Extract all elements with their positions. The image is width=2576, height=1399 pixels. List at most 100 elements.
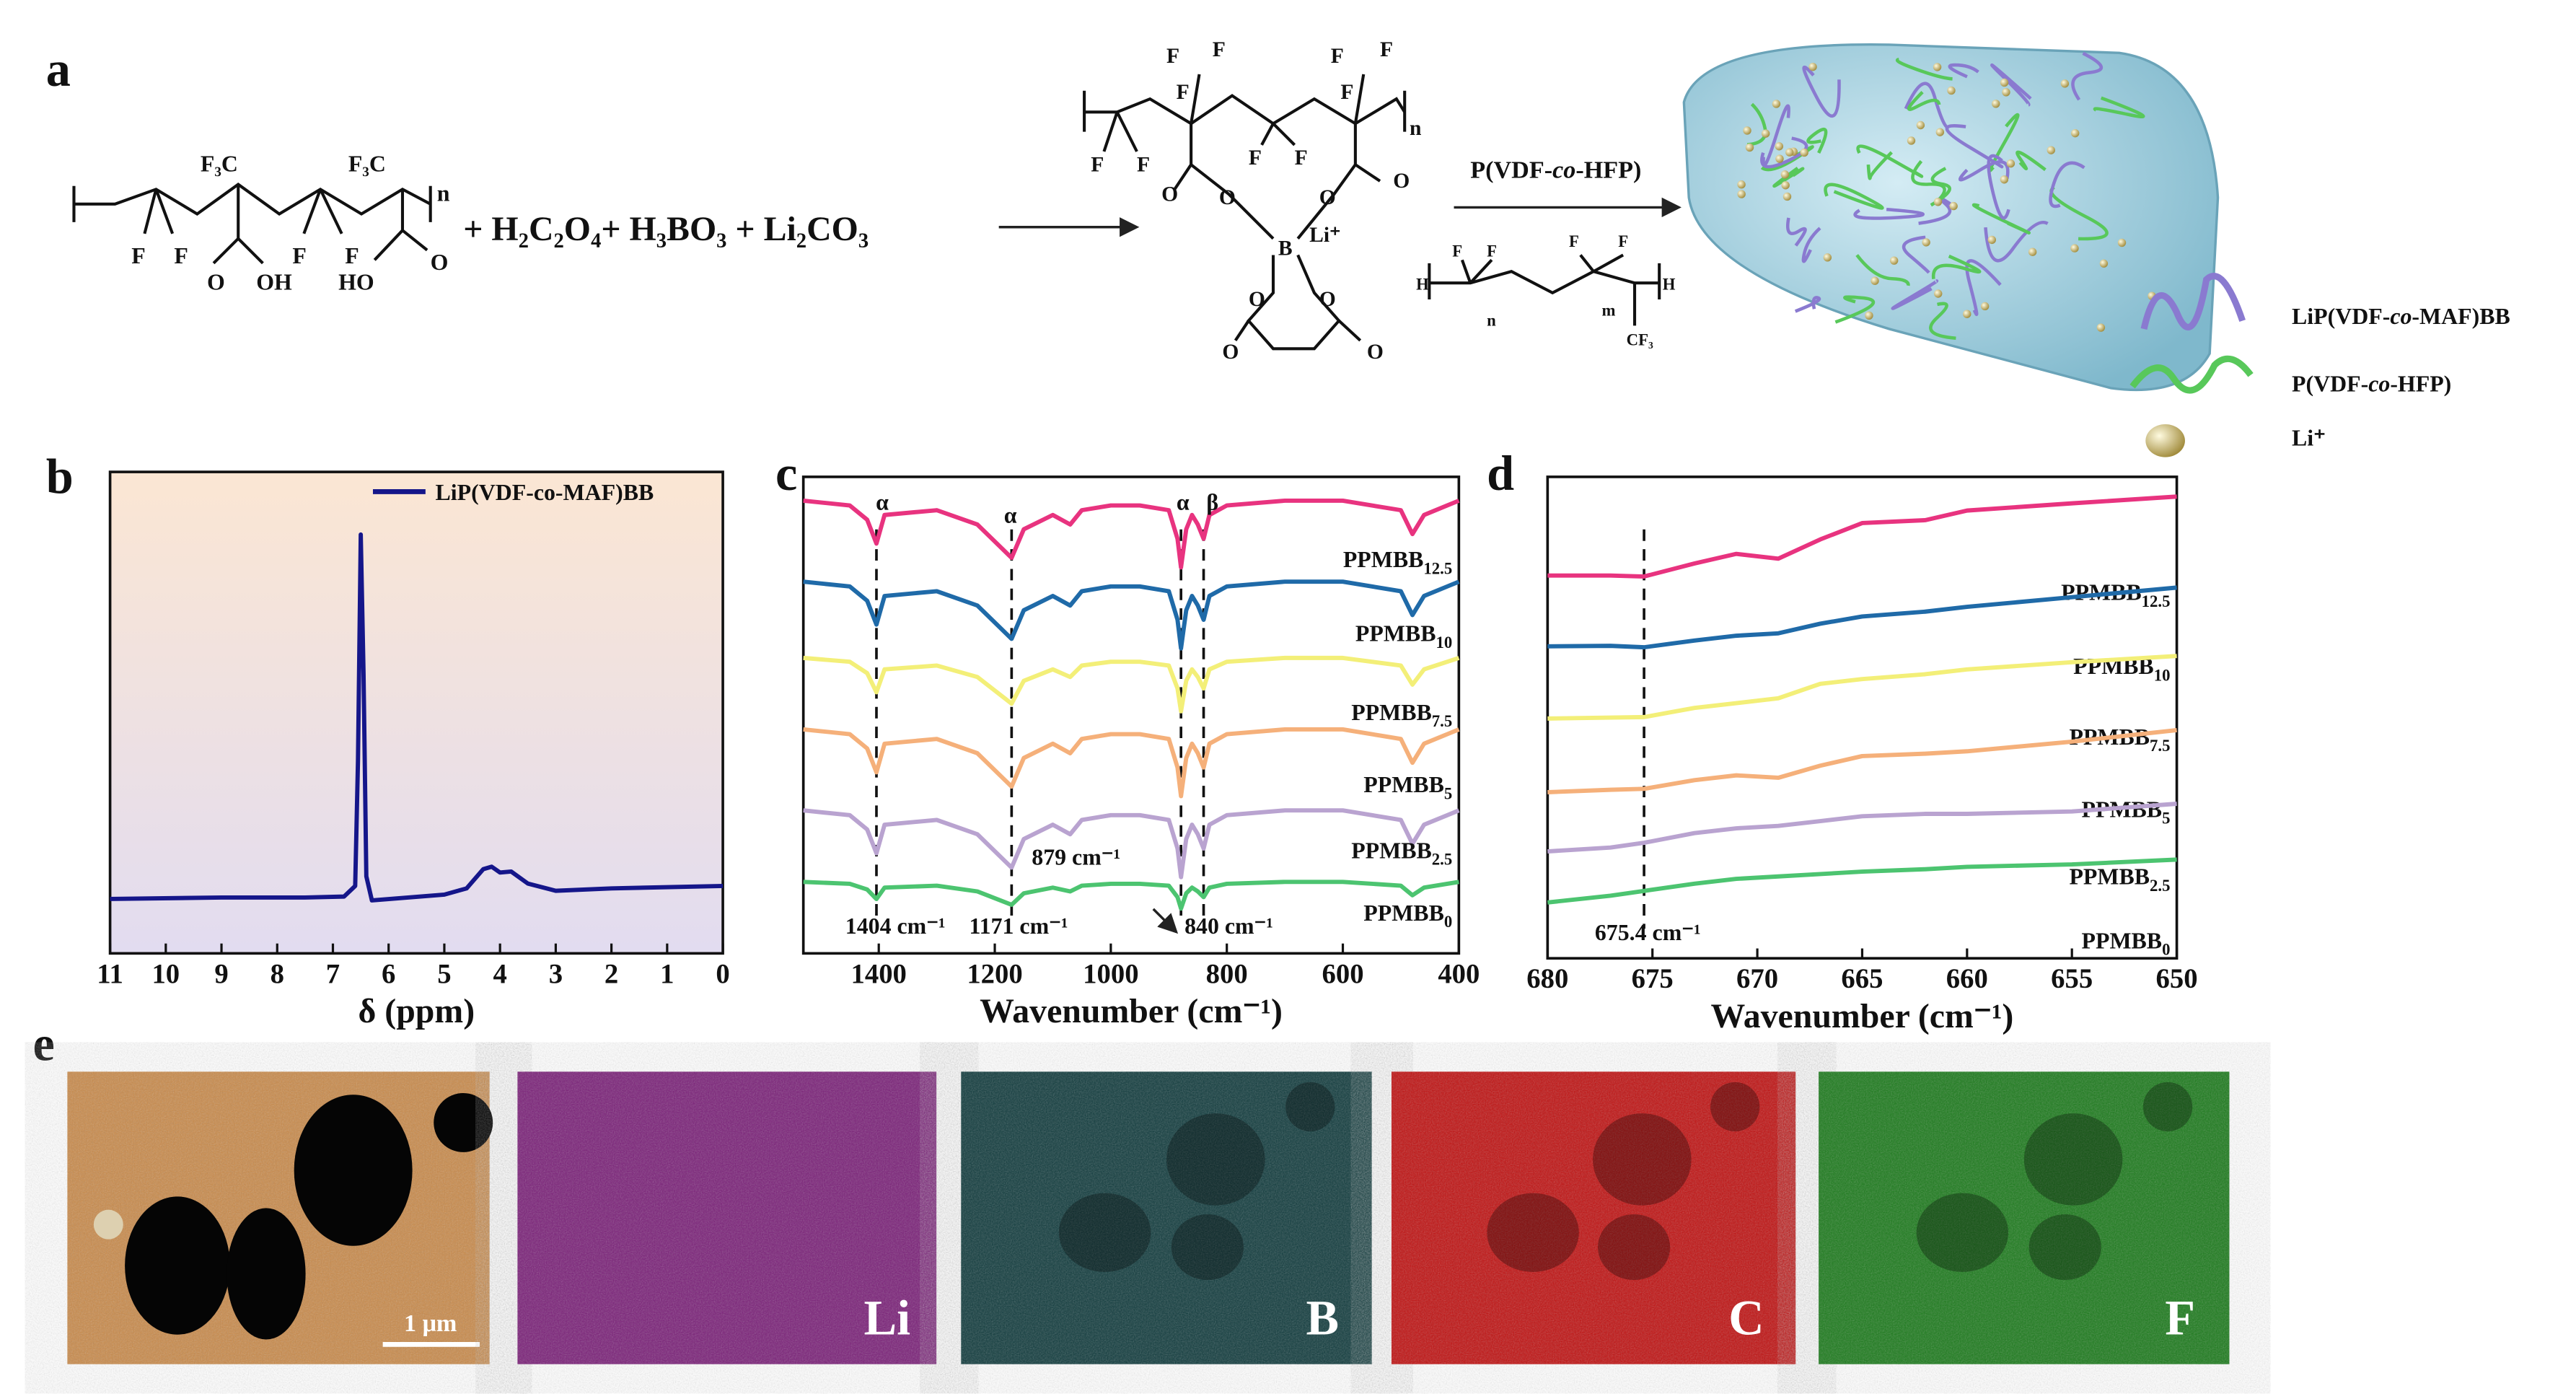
annotation: 1171 cm⁻¹ xyxy=(969,913,1068,939)
x-tick-label: 7 xyxy=(326,959,340,989)
series-name: PPMBB xyxy=(1355,621,1436,646)
series-subscript: 7.5 xyxy=(1432,712,1452,730)
legend-label-part: P(VDF- xyxy=(2292,371,2368,396)
series-subscript: 12.5 xyxy=(2142,592,2171,610)
arrow-label-part: co xyxy=(1552,157,1575,183)
atom-label: n xyxy=(1410,117,1422,140)
annotation: 879 cm⁻¹ xyxy=(1032,844,1120,869)
plot-area xyxy=(801,475,1461,955)
image-label: C xyxy=(1728,1291,1764,1346)
li-ion xyxy=(1889,256,1899,265)
pore xyxy=(227,1208,306,1340)
panel-label: b xyxy=(46,449,74,504)
bond xyxy=(1296,163,1357,240)
atom-label: m xyxy=(1601,302,1615,320)
legend-label: Li⁺ xyxy=(2292,426,2326,451)
x-tick-label: 5 xyxy=(437,959,451,989)
atom-label: F xyxy=(1166,45,1179,68)
image-noise xyxy=(1391,1071,1796,1364)
li-ion xyxy=(1781,181,1790,190)
polymer-chain xyxy=(1853,207,1925,220)
x-tick-label: 4 xyxy=(493,959,506,989)
reagents: + H₂C₂O₄+ H₃BO₃ + Li₂CO₃ xyxy=(463,210,869,248)
li-ion xyxy=(1800,148,1808,157)
sem-image xyxy=(517,1071,937,1364)
li-ion xyxy=(1934,289,1943,298)
bond xyxy=(302,188,322,234)
spectrum-line xyxy=(803,727,1460,799)
li-ion xyxy=(2000,175,2009,184)
annotation-arrow xyxy=(1152,908,1179,934)
atom-label: F xyxy=(1213,38,1226,61)
sem-image xyxy=(961,1071,1372,1364)
pore-shadow xyxy=(2028,1214,2101,1281)
li-ion xyxy=(1780,170,1790,179)
li-ion xyxy=(1907,136,1916,145)
li-ion xyxy=(1745,143,1754,152)
pore-shadow xyxy=(1598,1214,1671,1281)
series-label: PPMBB12.5 xyxy=(1343,547,1452,577)
legend-label-part: co xyxy=(2390,304,2412,329)
li-ion xyxy=(2028,247,2037,256)
x-tick-label: 800 xyxy=(1206,959,1248,989)
x-tick-label: 0 xyxy=(716,959,729,989)
li-ion xyxy=(1871,276,1879,285)
legend-label-part: -HFP) xyxy=(2390,371,2451,396)
x-tick-label: 3 xyxy=(549,959,563,989)
x-tick-label: 6 xyxy=(382,959,395,989)
polymer-chain xyxy=(1902,235,1930,274)
spectrum-line xyxy=(803,808,1460,880)
series-subscript: 7.5 xyxy=(2150,737,2170,755)
polymer-chain xyxy=(2049,161,2085,209)
series-subscript: 2.5 xyxy=(2150,877,2170,895)
polymer-chain xyxy=(1746,102,1767,146)
series-subscript: 12.5 xyxy=(1423,559,1452,577)
atom-label: n xyxy=(1487,311,1496,329)
bond xyxy=(319,188,343,234)
polymer-chain xyxy=(2093,96,2145,119)
series-label: PPMBB7.5 xyxy=(1351,700,1452,730)
polymer-chain xyxy=(1824,183,1884,210)
li-ion xyxy=(2060,79,2070,88)
atom-label: F xyxy=(1137,153,1150,176)
arrow-label-part: -HFP) xyxy=(1575,157,1641,183)
x-tick-label: 670 xyxy=(1736,964,1778,994)
li-ion xyxy=(2117,238,2127,247)
spectrum-line xyxy=(1547,654,2177,721)
atom-label: O xyxy=(207,269,225,294)
polymer-chain xyxy=(1987,154,2010,220)
bond xyxy=(1084,94,1406,126)
li-ion xyxy=(1782,192,1792,201)
li-ion xyxy=(1980,302,1990,311)
polymer-chain xyxy=(1855,254,1910,286)
polymer-chain xyxy=(1802,66,1841,118)
series-subscript: 2.5 xyxy=(1432,850,1452,868)
x-tick-label: 1400 xyxy=(850,959,906,989)
li-ion xyxy=(2047,146,2055,154)
bond xyxy=(1429,270,1660,295)
atom-label: F xyxy=(345,243,359,268)
sem-image xyxy=(1391,1071,1796,1364)
series-subscript: 0 xyxy=(1444,913,1452,931)
li-ion xyxy=(2099,259,2109,268)
li-ion xyxy=(1785,148,1794,157)
atom-label: OH xyxy=(256,269,292,294)
li-ion xyxy=(1775,142,1784,151)
sem-image xyxy=(67,1071,493,1364)
image-noise xyxy=(961,1071,1372,1364)
pore-shadow xyxy=(1166,1113,1265,1206)
x-axis-label: Wavenumber (cm⁻¹) xyxy=(1711,997,2014,1035)
series-label: PPMBB5 xyxy=(1363,772,1452,802)
panel-label: e xyxy=(33,1016,55,1071)
li-ion xyxy=(1865,311,1873,320)
li-ion xyxy=(1737,180,1746,189)
legend-label-part: LiP(VDF- xyxy=(2292,304,2390,329)
bond xyxy=(1173,123,1193,190)
atom-label: O xyxy=(1219,186,1236,209)
x-tick-label: 2 xyxy=(605,959,618,989)
atom-label: F₃C xyxy=(201,151,238,176)
annotation: β xyxy=(1206,489,1218,514)
image-label: F xyxy=(2165,1291,2195,1346)
